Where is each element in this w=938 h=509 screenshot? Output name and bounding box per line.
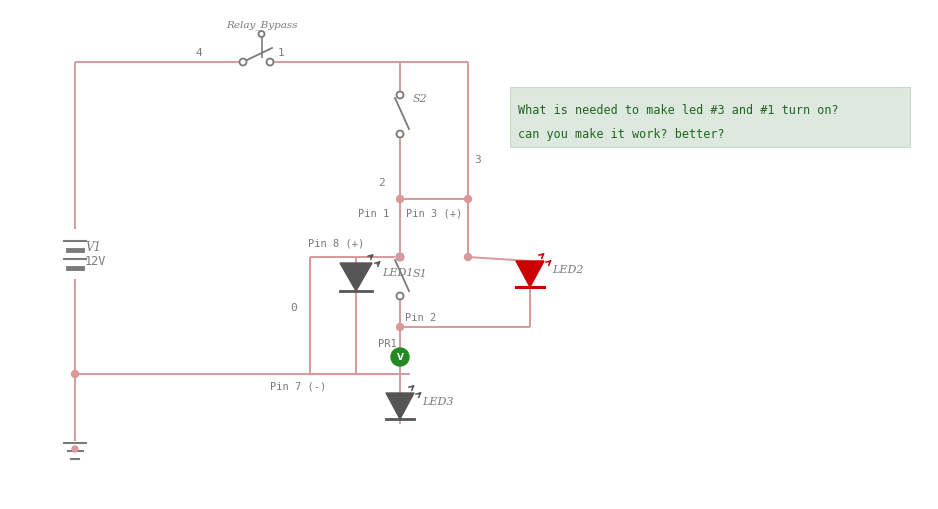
Text: 3: 3 — [474, 155, 481, 165]
Circle shape — [464, 254, 472, 261]
Text: PR1: PR1 — [378, 338, 397, 348]
Text: LED1: LED1 — [382, 267, 414, 277]
Polygon shape — [340, 264, 372, 292]
Text: S1: S1 — [413, 268, 428, 278]
Circle shape — [397, 324, 403, 331]
Circle shape — [397, 293, 403, 300]
Circle shape — [71, 371, 79, 378]
Text: What is needed to make led #3 and #1 turn on?: What is needed to make led #3 and #1 tur… — [518, 104, 839, 117]
Text: Pin 8 (+): Pin 8 (+) — [308, 239, 364, 248]
Text: S2: S2 — [413, 94, 428, 104]
Text: Pin 3 (+): Pin 3 (+) — [406, 209, 462, 218]
Circle shape — [464, 196, 472, 203]
Circle shape — [397, 131, 403, 138]
Circle shape — [391, 348, 409, 366]
Circle shape — [266, 60, 274, 66]
Text: 1: 1 — [278, 48, 285, 58]
Circle shape — [397, 92, 403, 99]
FancyBboxPatch shape — [510, 88, 910, 148]
Text: 4: 4 — [195, 48, 202, 58]
Text: 12V: 12V — [85, 255, 106, 268]
Circle shape — [72, 446, 78, 452]
Text: Pin 2: Pin 2 — [405, 313, 436, 322]
Polygon shape — [516, 262, 544, 288]
Circle shape — [259, 32, 265, 38]
Text: 0: 0 — [290, 302, 296, 313]
Text: V: V — [397, 353, 403, 362]
Circle shape — [397, 196, 403, 203]
Text: LED2: LED2 — [552, 265, 583, 274]
Text: 2: 2 — [378, 178, 385, 188]
Polygon shape — [386, 393, 414, 419]
Text: Pin 1: Pin 1 — [358, 209, 389, 218]
Circle shape — [397, 254, 403, 261]
Text: Pin 7 (-): Pin 7 (-) — [270, 381, 326, 391]
Circle shape — [239, 60, 247, 66]
Text: Relay_Bypass: Relay_Bypass — [226, 20, 298, 30]
Circle shape — [397, 254, 403, 261]
Text: can you make it work? better?: can you make it work? better? — [518, 128, 725, 140]
Text: V1: V1 — [85, 241, 101, 254]
Text: LED3: LED3 — [422, 396, 453, 406]
